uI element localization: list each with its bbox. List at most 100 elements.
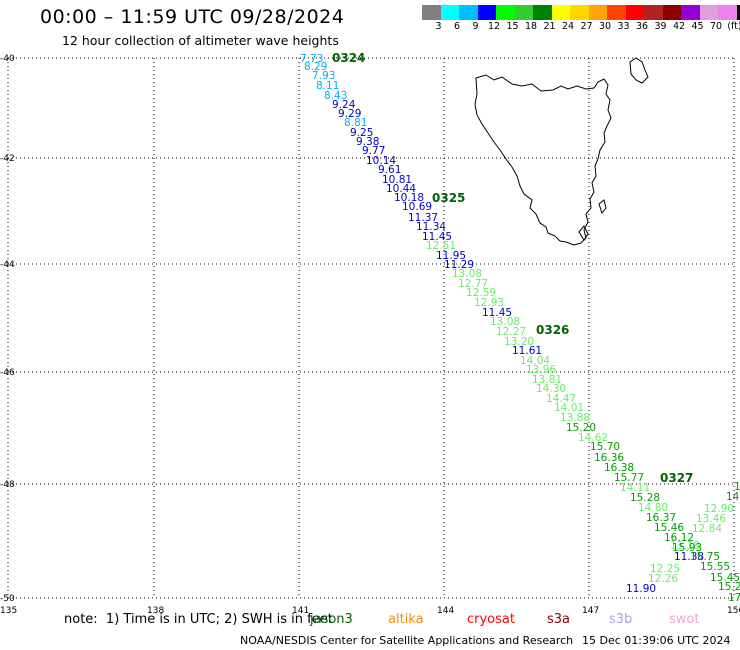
swh-value: 10.18: [394, 192, 424, 204]
colorbar-swatch: [588, 5, 607, 20]
swh-value: 10.69: [402, 201, 432, 213]
swh-value: 9.24: [332, 99, 356, 111]
swh-value: 12.27: [496, 326, 526, 338]
colorbar-label: 27: [580, 21, 593, 32]
tasmania-coastline: [474, 74, 612, 246]
graticule: -40 -42 -44 -46 -48 -50 135 138 141 144 147 150: [0, 54, 740, 616]
swh-value: 11.37: [408, 212, 438, 224]
colorbar-label: 9: [472, 21, 479, 32]
swh-value: 13.46: [696, 513, 726, 525]
swh-value: 15.45: [710, 572, 740, 584]
colorbar-label: 30: [598, 21, 612, 32]
swh-value: 13.88: [560, 412, 590, 424]
swh-value: 12.90: [704, 503, 734, 515]
longitude-label: 147: [582, 606, 599, 616]
swh-value: 16.12: [664, 532, 694, 544]
pass-label: 0327: [660, 471, 693, 485]
swh-value: 8.11: [316, 80, 339, 92]
swh-value: 14: [734, 481, 740, 493]
swh-value: 12.84: [692, 523, 722, 535]
swh-value: 12.26: [648, 573, 678, 585]
swh-value: 8.29: [304, 61, 327, 73]
longitude-label: 150: [727, 606, 740, 616]
swh-value: 7.73: [300, 53, 323, 65]
swh-value: 15.75: [690, 551, 720, 563]
latitude-label: -50: [0, 594, 15, 604]
swh-value: 12.93: [474, 297, 504, 309]
swh-value: 15.20: [566, 422, 596, 434]
colorbar-label: 36: [635, 21, 649, 32]
swh-value: 14.11: [620, 482, 650, 494]
swh-value: 15.2: [718, 581, 740, 593]
colorbar-swatch: [662, 5, 681, 20]
colorbar-label: 15: [506, 21, 519, 32]
colorbar: [422, 5, 740, 20]
swh-value: 13.81: [532, 374, 562, 386]
legend-s3b: s3b: [609, 612, 633, 627]
colorbar-swatch: [533, 5, 552, 20]
swh-value: 14.30: [536, 383, 566, 395]
swh-value: 15.93: [672, 542, 702, 554]
swh-value: 12.25: [650, 563, 680, 575]
swh-value: 11.38: [674, 551, 704, 563]
swh-value: 13.18: [670, 540, 700, 552]
map-subtitle: 12 hour collection of altimeter wave hei…: [62, 33, 339, 48]
latitude-label: -44: [0, 260, 15, 270]
swh-value: 7.93: [312, 70, 335, 82]
colorbar-swatch: [440, 5, 459, 20]
pass-label: 0324: [332, 51, 365, 65]
swh-value: 14.01: [554, 402, 584, 414]
swh-value: 10.44: [386, 183, 416, 195]
swh-value: 15.70: [590, 441, 620, 453]
longitude-label: 138: [147, 606, 164, 616]
note-text: note: 1) Time is in UTC; 2) SWH is in fe…: [64, 612, 333, 627]
swh-value: 15.77: [614, 472, 644, 484]
swh-value: 14.80: [638, 502, 668, 514]
swh-value: 14.47: [546, 393, 576, 405]
legend-s3a: s3a: [547, 612, 571, 627]
colorbar-label: 24: [561, 21, 575, 32]
swh-value: 11.29: [444, 259, 474, 271]
colorbar-swatch: [459, 5, 478, 20]
swh-value: 11.90: [626, 583, 656, 595]
colorbar-swatch: [496, 5, 515, 20]
swh-value: 11.45: [482, 307, 512, 319]
swh-value: 14.62: [578, 432, 608, 444]
swh-value: 9.38: [356, 136, 379, 148]
swh-value: 11.61: [512, 345, 542, 357]
latitude-label: -48: [0, 480, 15, 490]
swh-value: 9.61: [378, 164, 401, 176]
swh-value: 16.36: [594, 452, 624, 464]
swh-value: 11.34: [416, 221, 446, 233]
map-title: 00:00 – 11:59 UTC 09/28/2024: [40, 6, 345, 28]
bruny-island-coastline: [578, 225, 589, 241]
colorbar-swatch: [570, 5, 589, 20]
swh-value: 9.77: [362, 145, 385, 157]
footer-credit: NOAA/NESDIS Center for Satellite Applica…: [240, 634, 574, 647]
swh-value: 16.38: [604, 462, 634, 474]
longitude-label: 135: [0, 606, 17, 616]
swh-value: 11.95: [436, 250, 466, 262]
swh-value: 13.20: [504, 336, 534, 348]
maria-island-coastline: [598, 199, 607, 215]
colorbar-label: 12: [487, 21, 501, 32]
swh-value: 12.59: [466, 287, 496, 299]
swh-value: 13.96: [526, 364, 556, 376]
colorbar-swatch: [699, 5, 718, 20]
longitude-label: 144: [437, 606, 454, 616]
colorbar-label: 3: [435, 21, 442, 32]
footer-timestamp: 15 Dec 01:39:06 UTC 2024: [582, 634, 731, 647]
swh-value: 8.81: [344, 117, 367, 129]
swh-value: 14.04: [520, 355, 550, 367]
swh-value: 9.25: [350, 127, 373, 139]
colorbar-label: 18: [524, 21, 538, 32]
legend-swot: swot: [669, 612, 700, 627]
colorbar-label: 70: [709, 21, 723, 32]
colorbar-swatch: [718, 5, 737, 20]
swh-value: 9.29: [338, 108, 361, 120]
swh-value: 12.77: [458, 278, 488, 290]
swh-value: 10.81: [382, 174, 412, 186]
pass-label: 0325: [432, 191, 465, 205]
colorbar-label: 6: [453, 21, 461, 32]
